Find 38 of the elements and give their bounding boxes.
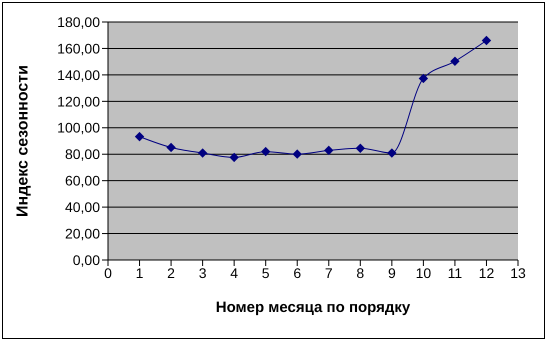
x-tick-label: 9 [388, 264, 396, 281]
x-tick-label: 13 [510, 264, 526, 281]
y-tick-label: 20,00 [64, 226, 100, 242]
y-tick-label: 40,00 [64, 199, 100, 216]
point [418, 74, 428, 83]
x-tick-label: 2 [167, 264, 176, 281]
y-axis-title: Индекс сезонности [14, 65, 32, 217]
y-tick-label: 0,00 [72, 252, 100, 268]
y-tick-label: 120,00 [57, 93, 100, 110]
y-tick-label: 80,00 [64, 146, 100, 162]
y-tick-label: 60,00 [64, 172, 100, 189]
x-tick-label: 4 [230, 264, 238, 281]
x-tick-label: 6 [293, 264, 302, 281]
point [292, 150, 302, 159]
point [356, 144, 365, 153]
point [198, 148, 208, 158]
x-tick-label: 1 [136, 264, 144, 281]
point [482, 36, 491, 46]
y-tick-label: 160,00 [57, 40, 100, 56]
x-tick-label: 11 [448, 264, 462, 281]
point [387, 148, 396, 158]
y-tick-label: 100,00 [57, 120, 100, 136]
point [324, 146, 334, 155]
x-axis-title: Номер месяца по порядку [216, 299, 411, 316]
y-tick-label: 140,00 [57, 66, 100, 83]
point [450, 56, 460, 66]
x-tick-label: 0 [104, 264, 112, 281]
x-tick-label: 8 [356, 264, 364, 281]
y-tick-label: 180,00 [57, 14, 100, 30]
point [135, 132, 144, 142]
x-tick-label: 3 [198, 264, 207, 281]
x-tick-label: 5 [262, 264, 270, 281]
point [166, 142, 176, 152]
x-tick-label: 7 [324, 264, 333, 281]
x-tick-label: 12 [478, 264, 494, 281]
point [230, 152, 239, 162]
x-tick-label: 10 [416, 264, 432, 281]
point [261, 147, 270, 156]
